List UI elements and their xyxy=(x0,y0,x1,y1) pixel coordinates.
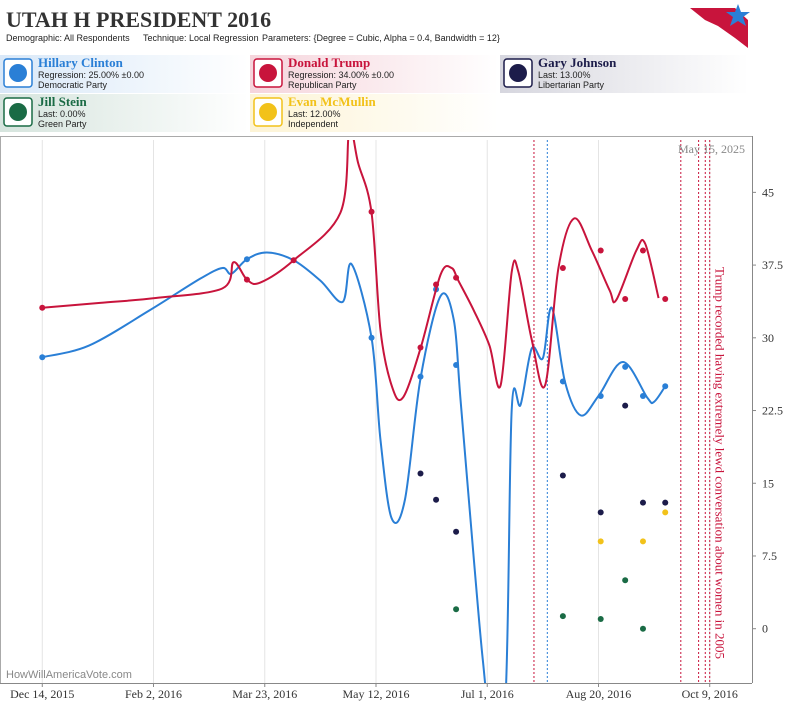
poll-point xyxy=(243,276,250,283)
poll-point xyxy=(597,538,604,545)
poll-point xyxy=(368,208,375,215)
legend-icon-mark xyxy=(9,103,27,121)
legend-box xyxy=(0,94,249,132)
legend-name: Evan McMullin xyxy=(288,94,377,109)
poll-point xyxy=(559,472,566,479)
poll-point xyxy=(622,577,629,584)
logo xyxy=(690,4,750,48)
plot-area xyxy=(39,140,711,683)
legend-status: Regression: 34.00% ±0.00 xyxy=(288,70,394,80)
legend-box xyxy=(250,55,499,93)
poll-point xyxy=(243,256,250,263)
fit-line xyxy=(42,251,667,683)
legend-box xyxy=(500,55,749,93)
x-tick-label: Jul 1, 2016 xyxy=(461,687,514,701)
legend-party: Libertarian Party xyxy=(538,80,605,90)
x-tick-label: Mar 23, 2016 xyxy=(232,687,297,701)
legend-party: Independent xyxy=(288,119,339,129)
meta-technique: Technique: Local Regression xyxy=(143,33,259,43)
x-tick-label: Dec 14, 2015 xyxy=(10,687,74,701)
poll-point xyxy=(662,383,669,390)
legend-icon-mark xyxy=(509,64,527,82)
poll-point xyxy=(453,606,460,613)
poll-point xyxy=(453,361,460,368)
legend-party: Green Party xyxy=(38,119,87,129)
poll-point xyxy=(597,392,604,399)
legend-party: Democratic Party xyxy=(38,80,108,90)
y-tick-label: 22.5 xyxy=(762,404,783,418)
y-tick-label: 7.5 xyxy=(762,549,777,563)
poll-point xyxy=(622,402,629,409)
y-tick-label: 15 xyxy=(762,476,774,490)
poll-point xyxy=(453,274,460,281)
legend-name: Gary Johnson xyxy=(538,55,617,70)
poll-point xyxy=(597,509,604,516)
legend-status: Last: 13.00% xyxy=(538,70,591,80)
poll-point xyxy=(453,528,460,535)
poll-point xyxy=(639,499,646,506)
poll-point xyxy=(559,613,566,620)
y-tick-label: 37.5 xyxy=(762,258,783,272)
poll-point xyxy=(622,363,629,370)
poll-point xyxy=(597,247,604,254)
poll-point xyxy=(622,296,629,303)
poll-point xyxy=(639,392,646,399)
x-tick-label: Oct 9, 2016 xyxy=(682,687,738,701)
poll-point xyxy=(433,496,440,503)
watermark: HowWillAmericaVote.com xyxy=(6,669,132,681)
poll-point xyxy=(639,247,646,254)
poll-point xyxy=(39,304,46,311)
poll-point xyxy=(39,354,46,361)
meta-parameters: Parameters: {Degree = Cubic, Alpha = 0.4… xyxy=(262,33,500,43)
y-tick-label: 0 xyxy=(762,622,768,636)
poll-point xyxy=(417,373,424,380)
poll-point xyxy=(368,334,375,341)
x-tick-label: May 12, 2016 xyxy=(343,687,410,701)
legend-box xyxy=(250,94,499,132)
poll-point xyxy=(662,296,669,303)
poll-point xyxy=(662,509,669,516)
poll-point xyxy=(559,264,566,271)
legend-icon-mark xyxy=(9,64,27,82)
grid: Dec 14, 2015 Feb 2, 2016 Mar 23, 2016 May 1… xyxy=(0,140,783,701)
poll-point xyxy=(639,625,646,632)
x-tick-label: Feb 2, 2016 xyxy=(125,687,182,701)
poll-point xyxy=(433,281,440,288)
legend-status: Regression: 25.00% ±0.00 xyxy=(38,70,144,80)
legend-box xyxy=(0,55,249,93)
legend-name: Hillary Clinton xyxy=(38,55,124,70)
legend-status: Last: 12.00% xyxy=(288,109,341,119)
fit-line xyxy=(42,140,660,402)
legend-name: Jill Stein xyxy=(38,94,88,109)
poll-point xyxy=(639,538,646,545)
y-tick-label: 30 xyxy=(762,331,774,345)
date-stamp: May 15, 2025 xyxy=(678,142,745,156)
x-tick-label: Aug 20, 2016 xyxy=(566,687,632,701)
poll-point xyxy=(417,470,424,477)
poll-point xyxy=(417,344,424,351)
poll-point xyxy=(290,257,297,264)
legend-status: Last: 0.00% xyxy=(38,109,86,119)
poll-point xyxy=(597,616,604,623)
meta-demographic: Demographic: All Respondents xyxy=(6,33,130,43)
legend-icon-mark xyxy=(259,64,277,82)
legend-name: Donald Trump xyxy=(288,55,370,70)
poll-point xyxy=(662,499,669,506)
legend-party: Republican Party xyxy=(288,80,357,90)
chart-title: UTAH H PRESIDENT 2016 xyxy=(6,7,271,32)
annotation: Trump recorded having extremely lewd con… xyxy=(712,267,727,659)
y-tick-label: 45 xyxy=(762,185,774,199)
legend-icon-mark xyxy=(259,103,277,121)
poll-point xyxy=(559,378,566,385)
